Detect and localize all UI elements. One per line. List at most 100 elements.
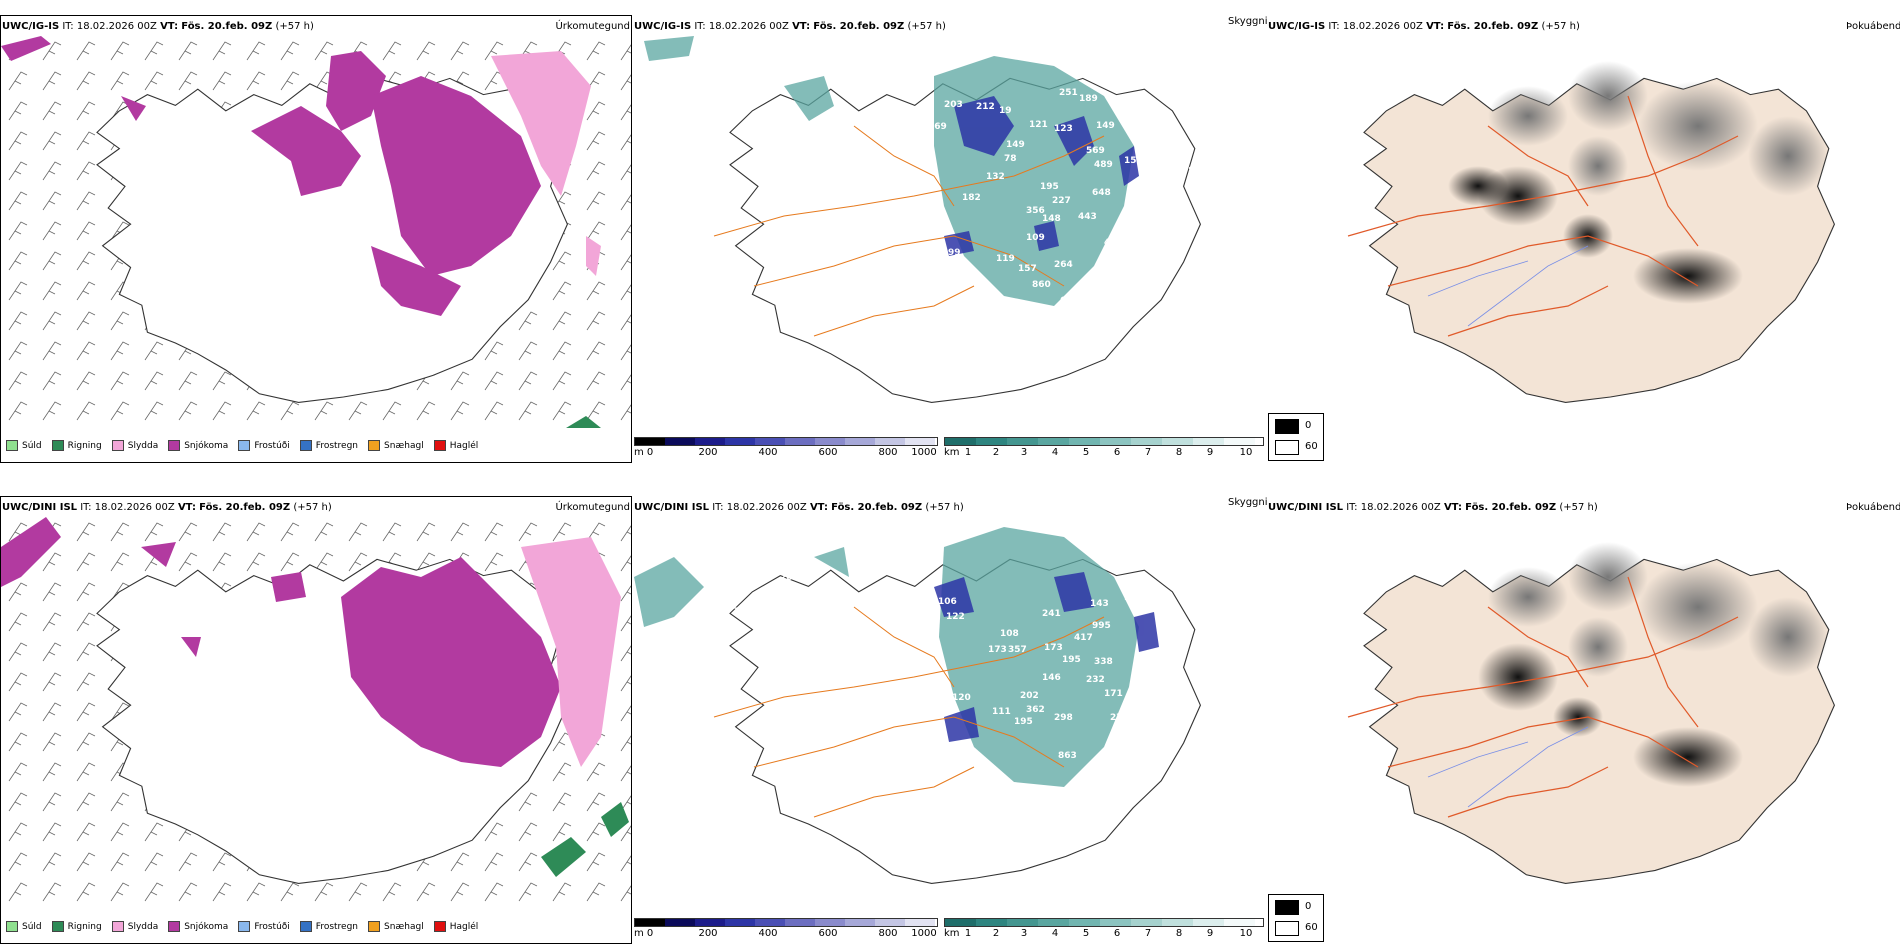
precip-legend-1: Súld Rigning Slydda Snjókoma Frostúði Fr…	[6, 440, 478, 451]
visibility-tick: 1	[964, 928, 972, 939]
cloud-label: 171	[1104, 689, 1123, 699]
legend-swatch	[368, 440, 381, 451]
cloud-label: 110	[1120, 110, 1139, 120]
legend-swatch	[433, 921, 446, 932]
row-1: UWC/IG-IS IT: 18.02.2026 00Z VT: Fös. 20…	[0, 15, 1900, 463]
panel-title-cloud-2: Skyggni	[1228, 497, 1268, 508]
precip-panel-2	[0, 496, 632, 944]
cloud-label: 203	[944, 100, 963, 110]
legend-swatch	[51, 921, 64, 932]
fog-legend-2: 0 60	[1268, 894, 1324, 942]
header-fog-1: UWC/IG-IS IT: 18.02.2026 00Z VT: Fös. 20…	[1268, 21, 1580, 32]
cloud-label: 98	[1124, 593, 1137, 603]
cloud-label: 417	[1074, 633, 1093, 643]
legend-swatch	[6, 921, 18, 932]
visibility-tick: 2	[992, 447, 1000, 458]
visibility-tick: 8	[1175, 447, 1183, 458]
precip-panel-1	[0, 15, 632, 463]
cloud-label: 264	[1054, 260, 1073, 270]
visibility-tick: 7	[1144, 928, 1152, 939]
cloud-label: 32	[1142, 250, 1155, 260]
cloud-base-tick: 200	[698, 447, 718, 458]
visibility-bar-segments	[944, 437, 1264, 446]
legend-item: Snæhagl	[368, 440, 424, 451]
cloud-label: 232	[1086, 675, 1105, 685]
cloud-label: 88	[896, 146, 909, 156]
cloud-base-tick: 1000	[911, 928, 937, 939]
panel-title-fog-1: Þokuábendi	[1846, 21, 1900, 32]
visibility-tick: 4	[1051, 447, 1059, 458]
cloud-label: 195	[1040, 182, 1059, 192]
cloud-label: 195	[1014, 717, 1033, 727]
cloud-label: 99	[948, 248, 961, 258]
cloud-base-tick: 0	[646, 928, 654, 939]
legend-swatch	[238, 440, 251, 451]
cloud-label: 78	[1004, 154, 1017, 164]
cloud-label: 995	[1092, 621, 1111, 631]
visibility-bar-segments	[944, 918, 1264, 927]
cloud-label: 109	[1026, 233, 1045, 243]
cloud-label: 122	[946, 612, 965, 622]
visibility-tick: 5	[1082, 447, 1090, 458]
cloud-label: 362	[1026, 705, 1045, 715]
visibility-tick: 6	[1113, 447, 1121, 458]
legend-swatch	[299, 440, 312, 451]
cloud-label: 132	[986, 172, 1005, 182]
cloud-label: 120	[952, 693, 971, 703]
cloud-label: 75	[734, 607, 747, 617]
legend-swatch	[368, 921, 381, 932]
cloud-label: 37	[1142, 136, 1155, 146]
cloud-label: 173	[1044, 643, 1063, 653]
cloud-base-tick: 800	[878, 447, 898, 458]
fog-legend-white	[1275, 921, 1299, 936]
precip-map-2	[1, 517, 631, 909]
panel-title-cloud-1: Skyggni	[1228, 16, 1268, 27]
fog-legend-black	[1275, 419, 1299, 434]
legend-swatch	[168, 921, 181, 932]
visibility-unit: km	[944, 447, 960, 458]
legend-item: Rigning	[51, 921, 102, 932]
legend-item: Frostúði	[238, 440, 290, 451]
cloud-label: 119	[996, 254, 1015, 264]
row-2: UWC/DINI ISL IT: 18.02.2026 00Z VT: Fös.…	[0, 480, 1900, 950]
fog-map-2	[1268, 517, 1898, 909]
precip-map-1	[1, 36, 631, 428]
header-fog-2: UWC/DINI ISL IT: 18.02.2026 00Z VT: Fös.…	[1268, 502, 1598, 513]
cloud-label: 100	[1112, 260, 1131, 270]
cloud-label: 860	[1032, 280, 1051, 290]
cloud-base-bar-segments	[634, 437, 938, 446]
cloud-label: 111	[992, 707, 1011, 717]
cloud-label: 169	[928, 122, 947, 132]
cloud-label: 569	[1086, 146, 1105, 156]
legend-swatch	[238, 921, 251, 932]
cloud-label: 426	[1104, 238, 1123, 248]
cloud-label: 98	[1182, 166, 1195, 176]
panel-title-precip-1: Úrkomutegund	[555, 21, 630, 32]
visibility-tick: 5	[1082, 928, 1090, 939]
visibility-tick: 4	[1051, 928, 1059, 939]
header-precip-1: UWC/IG-IS IT: 18.02.2026 00Z VT: Fös. 20…	[2, 21, 314, 32]
cloud-label: 20	[780, 573, 793, 583]
cloud-label: 189	[1166, 651, 1185, 661]
cloud-base-colorbar-2: m 0 200 400 600 800 1000	[634, 918, 940, 944]
visibility-tick: 3	[1020, 447, 1028, 458]
cloud-base-tick: 1000	[911, 447, 937, 458]
legend-item: Snjókoma	[168, 921, 228, 932]
cloud-label: 648	[1092, 188, 1111, 198]
cloud-label: 276	[1110, 713, 1129, 723]
cloud-base-tick: 800	[878, 928, 898, 939]
legend-item: Slydda	[111, 921, 158, 932]
legend-item: Snæhagl	[368, 921, 424, 932]
cloud-label: 90	[1154, 124, 1167, 134]
cloud-label: 47	[1134, 691, 1147, 701]
cloud-label: 37	[1142, 679, 1155, 689]
cloud-label: 148	[1042, 214, 1061, 224]
cloud-label: 149	[1096, 121, 1115, 131]
visibility-tick: 9	[1206, 447, 1214, 458]
cloud-label: 227	[1052, 196, 1071, 206]
cloud-label: 157	[1018, 264, 1037, 274]
visibility-tick: 8	[1175, 928, 1183, 939]
legend-swatch	[168, 440, 181, 451]
cloud-base-bar-segments	[634, 918, 938, 927]
cloud-label: 298	[1054, 713, 1073, 723]
